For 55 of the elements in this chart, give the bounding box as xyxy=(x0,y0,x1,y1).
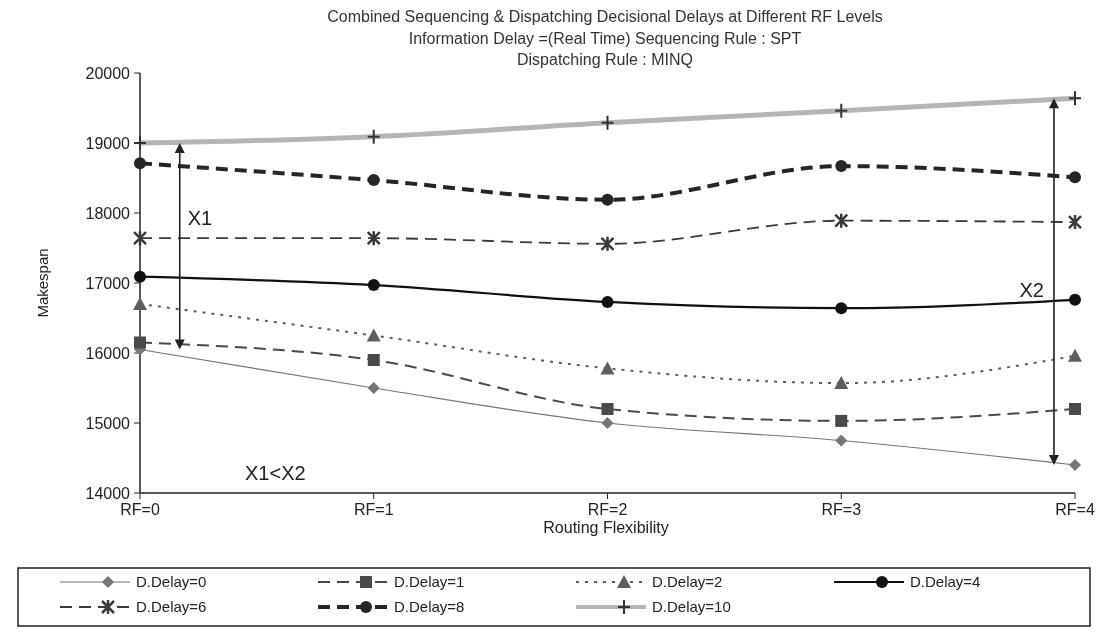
y-tick-label: 20000 xyxy=(85,64,131,82)
y-tick-label: 16000 xyxy=(85,344,131,362)
annotation: X1<X2 xyxy=(245,462,306,484)
x-tick-label: RF=4 xyxy=(1055,501,1095,518)
point xyxy=(834,376,849,390)
point xyxy=(1068,348,1082,362)
point xyxy=(835,160,848,173)
legend-label: D.Delay=1 xyxy=(394,573,465,591)
point xyxy=(601,295,614,308)
point xyxy=(601,417,614,429)
chart-subtitle: Information Delay =(Real Time) Sequencing Rule : SPT Dispatching Rule : MINQ xyxy=(408,30,802,68)
legend-label: D.Delay=10 xyxy=(652,598,731,616)
point xyxy=(366,328,381,342)
point xyxy=(367,382,380,394)
y-tick-label: 15000 xyxy=(85,414,131,432)
annotation: X2 xyxy=(1019,279,1044,301)
point xyxy=(134,270,146,283)
point xyxy=(600,235,615,253)
point xyxy=(1069,459,1081,471)
y-axis-title: Makespan xyxy=(34,248,51,318)
point xyxy=(601,403,614,415)
point xyxy=(600,361,615,375)
x-axis-title: Routing Flexibility xyxy=(543,519,669,536)
point xyxy=(366,229,381,247)
point xyxy=(367,354,380,366)
x-tick-label: RF=0 xyxy=(120,501,160,518)
point xyxy=(134,157,146,170)
y-tick-label: 19000 xyxy=(85,134,131,152)
x-tick-label: RF=3 xyxy=(821,501,862,518)
point xyxy=(133,297,147,310)
y-tick-label: 18000 xyxy=(85,204,131,222)
legend-label: D.Delay=4 xyxy=(910,573,981,591)
y-tick-label: 14000 xyxy=(85,484,131,502)
point xyxy=(835,434,848,447)
point xyxy=(132,229,148,247)
y-tick-label: 17000 xyxy=(85,274,131,292)
point xyxy=(1069,403,1081,415)
point xyxy=(601,193,614,206)
point xyxy=(134,336,146,349)
point xyxy=(367,279,380,292)
legend-label: D.Delay=6 xyxy=(136,598,207,616)
x-tick-label: RF=2 xyxy=(587,501,628,518)
x-tick-label: RF=1 xyxy=(353,501,394,518)
legend-label: D.Delay=0 xyxy=(136,573,207,591)
point xyxy=(1069,293,1081,306)
point xyxy=(835,414,848,427)
annotation: X1 xyxy=(187,207,213,229)
point xyxy=(1069,171,1081,184)
point xyxy=(835,302,848,315)
chart-title: Combined Sequencing & Dispatching Decisional Delays at Different RF Levels xyxy=(327,8,883,25)
point xyxy=(1067,213,1083,231)
legend-label: D.Delay=2 xyxy=(652,573,723,591)
point xyxy=(834,212,849,229)
legend-label: D.Delay=8 xyxy=(394,598,465,616)
point xyxy=(367,174,380,187)
